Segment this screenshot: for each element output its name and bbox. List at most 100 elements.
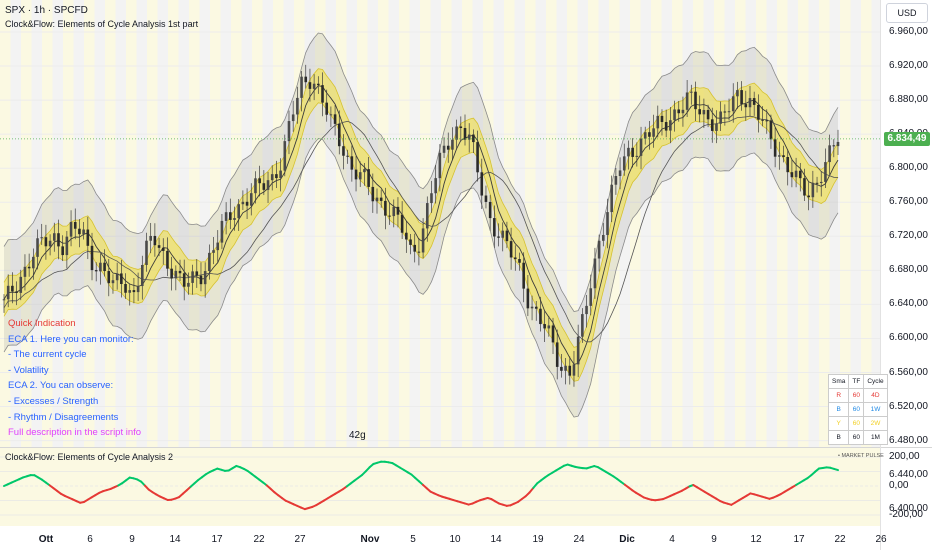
indicator-title[interactable]: Clock&Flow: Elements of Cycle Analysis 1… — [5, 19, 199, 29]
candle-body — [828, 145, 831, 163]
date-axis-label: 24 — [573, 534, 585, 545]
candle-body — [270, 174, 274, 181]
session-background-band — [10, 0, 21, 447]
cycle-tf: 60 — [848, 388, 865, 403]
cycle-band-lower — [3, 102, 839, 382]
candle-body — [120, 273, 123, 285]
session-background-band — [703, 0, 714, 447]
candle-body — [690, 91, 693, 93]
date-axis-label: 4 — [669, 534, 675, 545]
candle-body — [321, 85, 324, 103]
session-background-band — [441, 0, 452, 447]
candle-body — [744, 104, 748, 108]
candle-body — [354, 169, 358, 180]
currency-button[interactable]: USD — [886, 3, 928, 23]
candle-body — [798, 170, 802, 179]
candle-body — [815, 182, 819, 184]
session-background-band — [766, 0, 777, 447]
candle-body — [819, 181, 823, 184]
candle-body — [124, 284, 127, 293]
candle-body — [656, 115, 660, 129]
cycle-table-row: B 60 1W — [827, 402, 888, 417]
session-background-band — [63, 0, 74, 447]
date-axis-label: 17 — [211, 534, 223, 545]
candle-body — [685, 92, 689, 110]
candle-body — [555, 342, 559, 367]
candle-body — [371, 186, 375, 202]
cycle-sma: R — [827, 388, 850, 403]
candle-body — [715, 123, 718, 131]
cycle-tf: 60 — [848, 416, 865, 431]
session-background-band — [619, 0, 630, 447]
candle-body — [669, 120, 672, 131]
candle-body — [342, 146, 345, 156]
candle-body — [203, 271, 207, 285]
candle-body — [740, 90, 743, 105]
cycle-tf: 60 — [848, 430, 865, 445]
session-background-band — [693, 0, 704, 447]
candle-body — [44, 237, 48, 247]
candle-body — [635, 155, 639, 157]
candle-body — [736, 90, 739, 97]
candle-body — [526, 288, 530, 309]
price-axis-label: 6.920,00 — [889, 60, 928, 72]
candle-body — [459, 126, 463, 129]
candle-body — [266, 180, 270, 190]
session-background-band — [273, 0, 284, 447]
candle-body — [392, 206, 396, 217]
candle-body — [446, 145, 450, 150]
candle-body — [564, 365, 567, 371]
candle-body — [254, 178, 257, 194]
session-background-band — [745, 0, 756, 447]
candle-body — [191, 271, 194, 283]
session-background-band — [357, 0, 368, 447]
main-price-chart[interactable] — [0, 0, 880, 447]
candle-body — [769, 120, 773, 140]
candle-body — [442, 145, 446, 153]
candle-body — [463, 128, 467, 140]
candle-body — [141, 264, 144, 287]
session-background-band — [367, 0, 378, 447]
oscillator-title[interactable]: Clock&Flow: Elements of Cycle Analysis 2 — [5, 452, 174, 462]
notes-excesses: - Excesses / Strength — [8, 395, 99, 407]
candle-body — [405, 232, 408, 240]
price-axis-label: 6.720,00 — [889, 230, 928, 242]
cycle-band — [4, 68, 838, 382]
pane-divider[interactable] — [0, 447, 932, 448]
cycle-table-header-cycle: Cycle — [863, 374, 888, 389]
osc-axis-label: 0,00 — [889, 480, 909, 491]
candle-body — [648, 132, 651, 137]
candle-body — [388, 215, 391, 217]
candle-body — [480, 172, 484, 196]
candle-body — [786, 157, 790, 173]
candle-body — [581, 314, 584, 337]
oscillator-chart[interactable] — [0, 448, 880, 526]
session-background-band — [126, 0, 137, 447]
candle-body — [702, 109, 706, 115]
candle-body — [103, 262, 106, 272]
candle-body — [518, 259, 521, 263]
session-background-band — [798, 0, 809, 447]
candle-body — [82, 229, 85, 235]
candle-body — [275, 174, 278, 179]
session-background-band — [115, 0, 126, 447]
candle-body — [639, 138, 643, 156]
notes-rhythm: - Rhythm / Disagreements — [8, 411, 119, 423]
candle-body — [220, 220, 224, 243]
candle-body — [652, 128, 655, 137]
session-background-band — [819, 0, 830, 447]
candle-body — [723, 111, 727, 113]
session-background-band — [588, 0, 599, 447]
cycle-table-row: Y 60 2W — [827, 416, 888, 431]
candle-body — [505, 230, 509, 242]
candle-body — [589, 288, 593, 306]
candle-body — [208, 252, 211, 272]
session-background-band — [556, 0, 567, 447]
candle-body — [484, 195, 488, 202]
cycle-period: 1W — [863, 402, 888, 417]
candle-body — [509, 241, 513, 258]
candle-body — [107, 271, 111, 284]
candle-body — [296, 97, 299, 115]
price-axis-label: 6.440,00 — [889, 468, 928, 480]
session-background-band — [462, 0, 473, 447]
